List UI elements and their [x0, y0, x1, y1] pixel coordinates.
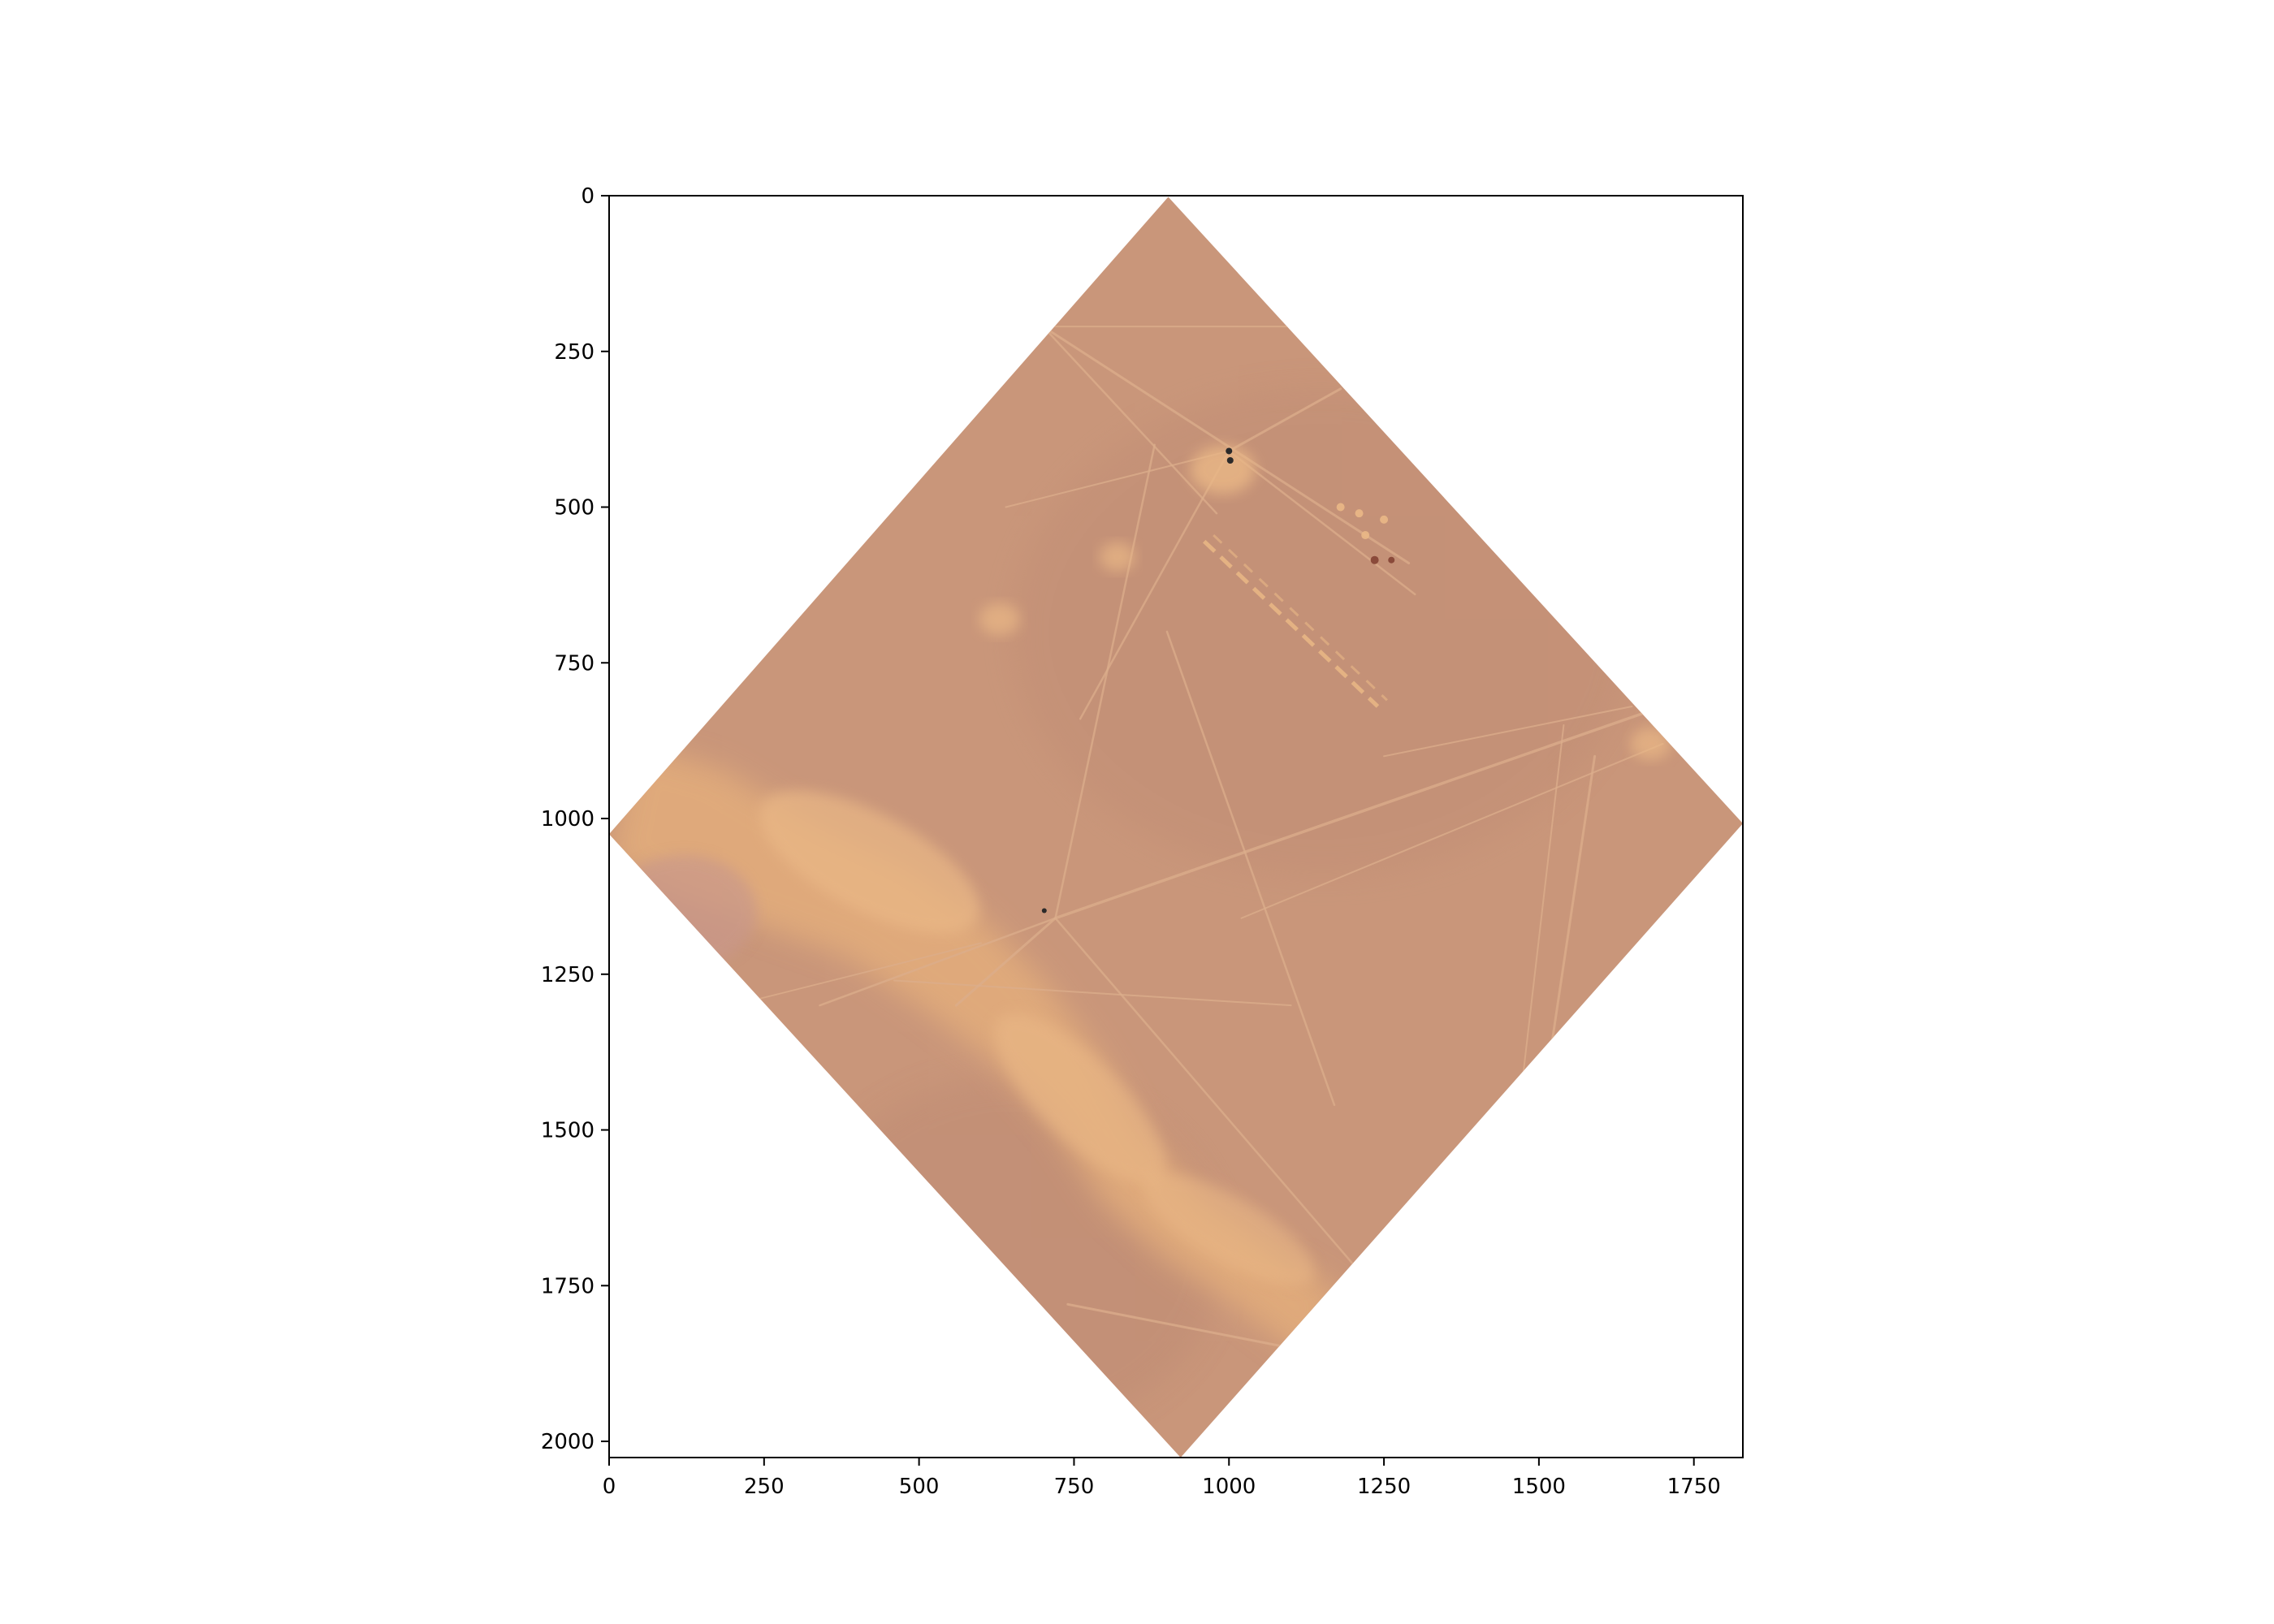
x-tick-label: 1500	[1512, 1475, 1566, 1499]
circular-pit	[1336, 503, 1345, 512]
track	[1383, 705, 1633, 758]
x-tick-label: 1250	[1357, 1475, 1411, 1499]
track	[1165, 630, 1336, 1107]
sand-highlight	[1143, 1173, 1316, 1286]
vehicle-tracks	[732, 244, 1665, 1350]
dark-speck	[1041, 908, 1047, 914]
clearing-spot	[979, 603, 1020, 636]
clearing-spot	[1099, 542, 1135, 572]
rocky-outcrop	[610, 855, 757, 970]
x-tick-label: 250	[744, 1475, 785, 1499]
dashed-runway	[1213, 533, 1388, 702]
y-tick-label: 250	[554, 340, 594, 365]
track	[1041, 325, 1411, 565]
axes-frame	[608, 195, 1744, 1458]
circular-pit	[1355, 509, 1364, 518]
y-axis: 0 250 500 750 1000 1250 1500 1750 2000	[541, 184, 609, 1454]
settlement-clearing	[1190, 445, 1256, 495]
track	[1005, 450, 1230, 508]
dark-south-region	[801, 1075, 1224, 1433]
circular-pit	[1380, 515, 1389, 524]
dark-plain-region	[1013, 387, 1631, 875]
dark-speck	[1388, 556, 1395, 564]
y-tick-label: 1500	[541, 1119, 594, 1143]
track	[1227, 387, 1342, 452]
x-tick-label: 1000	[1202, 1475, 1256, 1499]
y-tick-label: 1000	[541, 807, 594, 831]
dashed-runway	[1203, 539, 1380, 708]
track	[1228, 450, 1416, 596]
track	[1054, 917, 1373, 1287]
x-tick-label: 750	[1054, 1475, 1095, 1499]
y-tick-label: 0	[581, 184, 594, 209]
dark-speck	[1370, 555, 1379, 564]
dark-speck	[1226, 456, 1234, 464]
y-tick-label: 1250	[541, 963, 594, 987]
satellite-image	[609, 197, 1743, 1458]
y-tick-label: 750	[554, 651, 594, 676]
clearing-spot	[1630, 727, 1671, 760]
track	[1066, 1302, 1293, 1350]
track	[1042, 325, 1218, 515]
x-tick-label: 500	[899, 1475, 940, 1499]
y-tick-label: 2000	[541, 1430, 594, 1454]
track	[954, 917, 1057, 1007]
track	[1054, 443, 1156, 920]
track	[893, 979, 1292, 1007]
ground-features	[979, 326, 1671, 914]
x-tick-label: 0	[603, 1475, 616, 1499]
x-axis: 0 250 500 750 1000 1250 1500 1750	[603, 1458, 1721, 1499]
y-tick-label: 500	[554, 496, 594, 520]
y-tick-label: 1750	[541, 1274, 594, 1298]
sand-highlight	[759, 790, 979, 934]
dark-speck	[1226, 447, 1233, 455]
x-tick-label: 1750	[1667, 1475, 1721, 1499]
circular-pit	[1361, 531, 1370, 540]
track	[1519, 723, 1565, 1100]
track	[819, 917, 1057, 1007]
track	[1079, 450, 1230, 720]
sand-highlight	[994, 1013, 1166, 1185]
dark-speck	[1040, 326, 1048, 334]
track	[732, 942, 982, 1007]
